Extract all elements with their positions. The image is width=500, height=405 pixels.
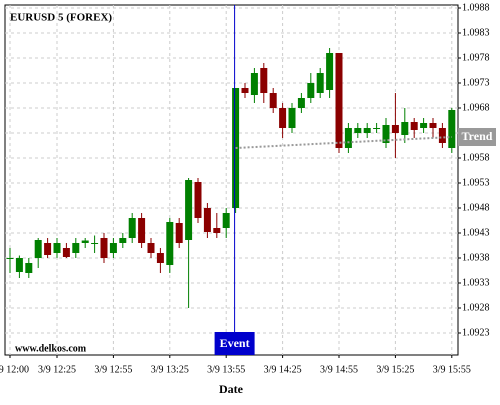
candle-body <box>156 253 164 263</box>
candle-body <box>260 68 268 93</box>
candle-body <box>297 98 305 108</box>
candle-body <box>91 243 99 244</box>
x-tick-label: 3/9 14:55 <box>320 364 358 375</box>
event-label: Event <box>220 336 250 350</box>
plot-frame <box>4 4 459 356</box>
candle-body <box>429 123 437 128</box>
y-tick-label: 1.0938 <box>462 252 490 263</box>
x-tick-label: 3/9 12:00 <box>0 364 29 375</box>
candle-body <box>401 122 409 135</box>
candle-body <box>326 53 334 90</box>
candle-body <box>109 243 117 253</box>
candle-body <box>279 108 287 128</box>
chart-title: EURUSD 5 (FOREX) <box>10 12 112 24</box>
trend-label-box <box>458 128 496 146</box>
candle-body <box>138 218 146 243</box>
y-tick-label: 1.0983 <box>462 27 490 38</box>
y-tick-label: 1.0953 <box>462 177 490 188</box>
x-tick-label: 3/9 13:25 <box>151 364 189 375</box>
candle-body <box>34 240 42 258</box>
candle-body <box>382 125 390 143</box>
candle-body <box>100 238 108 258</box>
candle-body <box>316 73 324 93</box>
candle-body <box>128 218 136 238</box>
candle-body <box>15 258 23 272</box>
candle-body <box>72 243 80 253</box>
candle-body <box>222 213 230 228</box>
candle-body <box>438 128 446 143</box>
candle-body <box>44 243 52 255</box>
candle-body <box>288 108 296 128</box>
candle-body <box>62 248 70 257</box>
candle-body <box>250 73 258 95</box>
candle-body <box>344 128 352 148</box>
x-tick-label: 3/9 14:25 <box>264 364 302 375</box>
candle-body <box>307 83 315 98</box>
x-tick-label: 3/9 15:55 <box>433 364 471 375</box>
candle-body <box>147 243 155 253</box>
candle-body <box>373 128 381 129</box>
y-tick-label: 1.0958 <box>462 152 490 163</box>
candle-body <box>354 128 362 133</box>
y-tick-label: 1.0928 <box>462 302 490 313</box>
candle-body <box>241 88 249 93</box>
y-tick-label: 1.0943 <box>462 227 490 238</box>
candle-body <box>391 125 399 133</box>
y-tick-label: 1.0968 <box>462 102 490 113</box>
candle-body <box>420 123 428 128</box>
y-tick-label: 1.0923 <box>462 327 490 338</box>
trend-label: Trend <box>462 129 493 143</box>
candle-body <box>53 243 61 253</box>
y-tick-label: 1.0988 <box>462 2 490 13</box>
candle-body <box>410 122 418 130</box>
candle-body <box>175 223 183 243</box>
candle-body <box>448 110 456 148</box>
y-tick-label: 1.0933 <box>462 277 490 288</box>
candle-body <box>194 182 202 218</box>
x-tick-label: 3/9 13:55 <box>207 364 245 375</box>
candle-body <box>81 240 89 243</box>
candle-body <box>363 128 371 133</box>
y-tick-label: 1.0948 <box>462 202 490 213</box>
y-tick-label: 1.0973 <box>462 77 490 88</box>
event-label-box <box>214 332 255 355</box>
watermark: www.delkos.com <box>15 343 87 354</box>
x-tick-label: 3/9 12:25 <box>38 364 76 375</box>
x-axis-label: Date <box>219 382 244 396</box>
candle-body <box>203 208 211 232</box>
y-tick-label: 1.0978 <box>462 52 490 63</box>
candle-body <box>213 228 221 233</box>
x-tick-label: 3/9 12:55 <box>94 364 132 375</box>
x-tick-label: 3/9 15:25 <box>376 364 414 375</box>
trend-line <box>235 136 452 149</box>
candle-body <box>25 263 33 273</box>
candle-body <box>185 180 193 240</box>
candle-body <box>166 222 174 265</box>
candle-body <box>6 258 14 259</box>
candle-body <box>335 53 343 148</box>
candle-body <box>269 93 277 108</box>
candle-body <box>119 238 127 243</box>
